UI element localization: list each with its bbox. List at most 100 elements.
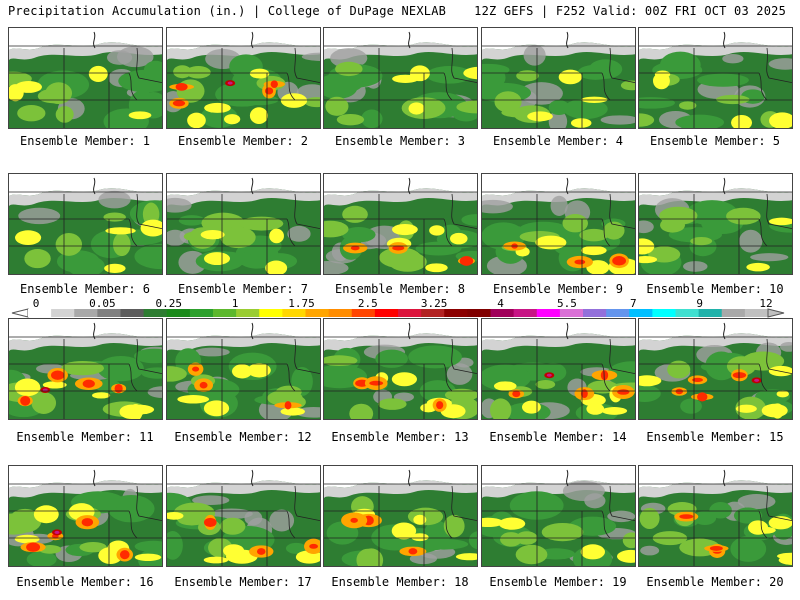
precip-blob — [104, 263, 126, 273]
colorbar-swatch — [721, 309, 746, 317]
precip-blob — [425, 263, 448, 273]
precip-blob — [56, 250, 100, 273]
light-precip-band — [167, 42, 320, 60]
river-line — [251, 31, 254, 49]
precip-blob — [192, 366, 200, 372]
ensemble-member-map — [166, 27, 321, 129]
precip-blob — [375, 349, 408, 368]
ensemble-member-label: Ensemble Member: 9 — [492, 282, 624, 296]
light-precip-patch — [482, 199, 513, 214]
light-precip-patch — [194, 347, 230, 357]
river-line — [723, 31, 726, 49]
precip-blob — [173, 65, 192, 79]
precip-blob — [349, 403, 374, 419]
precip-blob — [342, 205, 368, 223]
precip-blob — [24, 248, 51, 269]
precip-blob — [500, 532, 522, 547]
light-precip-band — [167, 188, 320, 206]
colorbar-swatch — [259, 309, 283, 317]
precip-blob — [42, 381, 67, 389]
colorbar-swatch — [559, 309, 584, 317]
precip-blob — [280, 93, 308, 108]
colorbar-tick-label: 1 — [231, 297, 239, 310]
precip-blob — [675, 388, 683, 395]
colorbar-tick-label: 1.75 — [288, 297, 315, 310]
precip-blob — [697, 392, 708, 402]
precip-blob — [726, 207, 761, 225]
dry-area-north — [324, 319, 477, 341]
state-boundary — [136, 338, 162, 375]
colorbar-swatch — [652, 309, 676, 317]
precip-blob — [167, 511, 184, 520]
precip-blob — [541, 522, 584, 542]
precip-blob — [778, 555, 792, 565]
precip-blob — [620, 80, 635, 91]
colorbar-swatch — [606, 309, 630, 317]
precip-blob — [639, 375, 662, 387]
ensemble-member-label: Ensemble Member: 19 — [489, 575, 627, 589]
colorbar-tick-label: 0.25 — [155, 297, 182, 310]
precip-blob — [284, 401, 292, 410]
colorbar-tick-label: 12 — [759, 297, 773, 310]
precip-blob — [429, 225, 445, 236]
ensemble-member-map — [166, 465, 321, 567]
ensemble-member-map — [8, 173, 163, 275]
colorbar-swatch — [536, 309, 561, 317]
state-boundary — [128, 510, 138, 539]
state-boundary — [766, 338, 792, 375]
precip-blob — [269, 228, 284, 244]
colorbar-tick-label: 0.05 — [89, 297, 116, 310]
precip-blob — [450, 232, 468, 245]
precip-blob — [697, 73, 749, 87]
precip-blob — [336, 113, 365, 126]
precip-blob — [776, 390, 789, 398]
precip-blob — [140, 219, 162, 237]
river-line — [408, 31, 411, 49]
colorbar-swatch — [97, 309, 121, 317]
light-precip-patch — [269, 509, 295, 532]
state-boundary — [766, 47, 792, 84]
precip-blob — [692, 377, 703, 382]
precip-blob — [350, 245, 360, 251]
precip-blob — [275, 385, 302, 399]
light-precip-band — [639, 333, 792, 351]
precip-blob — [55, 232, 83, 256]
river-line — [566, 177, 569, 195]
precip-blob — [716, 94, 750, 105]
precip-blob — [733, 507, 763, 524]
precip-blob — [61, 360, 104, 376]
ensemble-member-label: Ensemble Member: 4 — [492, 134, 624, 148]
precip-blob — [280, 407, 305, 416]
precip-blob — [223, 114, 241, 125]
dry-area-north — [167, 174, 320, 196]
precip-blob — [535, 235, 567, 250]
precip-blob — [14, 534, 40, 544]
precip-blob — [378, 398, 407, 410]
light-precip-patch — [167, 197, 192, 213]
precip-blob — [92, 392, 111, 399]
precip-blob — [143, 60, 162, 80]
precip-blob — [607, 361, 635, 387]
ensemble-member-map — [166, 318, 321, 420]
precip-blob — [15, 230, 42, 246]
precip-blob — [415, 241, 462, 256]
precip-blob — [15, 81, 42, 93]
state-boundary — [443, 218, 453, 247]
state-boundary — [758, 363, 768, 392]
precip-blob — [455, 553, 477, 561]
state-boundary — [758, 72, 768, 101]
state-boundary — [609, 485, 635, 522]
precip-blob — [220, 226, 256, 249]
light-precip-band — [324, 333, 477, 351]
precip-blob — [468, 531, 477, 550]
precip-blob — [391, 522, 417, 540]
ensemble-member-map — [8, 318, 163, 420]
precip-blob — [639, 255, 658, 264]
light-precip-patch — [301, 52, 320, 61]
heavy-precip-core — [54, 530, 60, 534]
state-boundary — [601, 510, 611, 539]
river-line — [723, 177, 726, 195]
precip-blob — [522, 400, 541, 414]
precip-blob — [515, 544, 548, 565]
river-line — [251, 469, 254, 487]
